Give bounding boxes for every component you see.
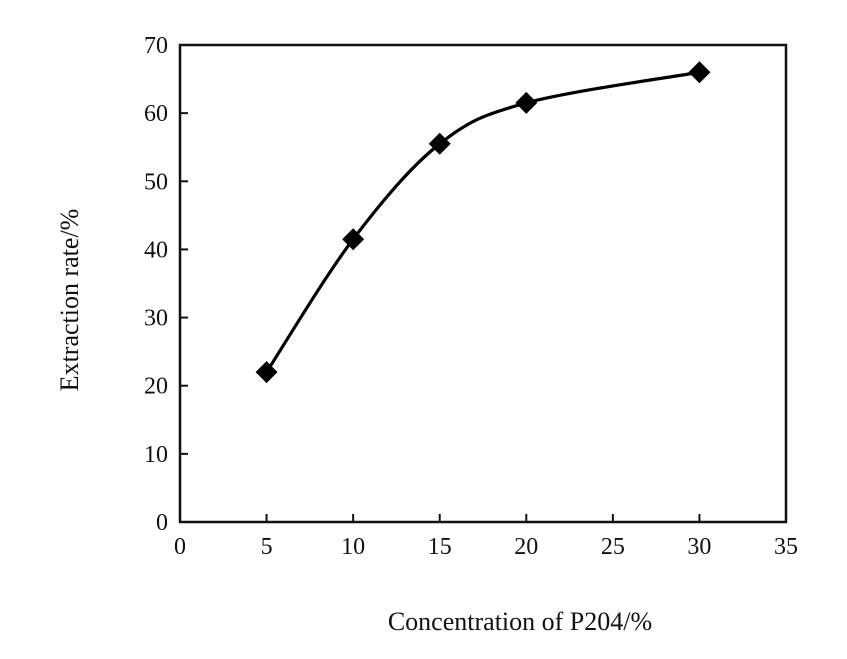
y-tick-label: 10 bbox=[144, 442, 168, 468]
x-tick-label: 0 bbox=[174, 534, 186, 560]
data-point-5 bbox=[255, 361, 278, 384]
y-tick-label: 70 bbox=[144, 33, 168, 59]
y-tick-label: 30 bbox=[144, 306, 168, 332]
series-line bbox=[264, 70, 702, 374]
x-ticks: 0 5 10 15 20 25 30 35 bbox=[174, 514, 798, 560]
x-axis-label: Concentration of P204/% bbox=[388, 607, 652, 636]
y-axis-label: Extraction rate/% bbox=[55, 209, 84, 392]
plot-frame bbox=[178, 43, 788, 524]
y-tick-label: 50 bbox=[144, 169, 168, 195]
data-point-15 bbox=[428, 132, 451, 155]
data-point-30 bbox=[688, 61, 711, 84]
x-tick-label: 35 bbox=[774, 534, 798, 560]
y-tick-label: 0 bbox=[156, 510, 168, 536]
x-tick-label: 20 bbox=[514, 534, 538, 560]
x-tick-label: 5 bbox=[261, 534, 273, 560]
x-tick-label: 15 bbox=[428, 534, 452, 560]
data-point-20 bbox=[515, 91, 538, 114]
y-tick-label: 20 bbox=[144, 374, 168, 400]
x-tick-label: 10 bbox=[341, 534, 365, 560]
data-markers bbox=[255, 61, 711, 384]
data-point-10 bbox=[342, 228, 365, 251]
y-ticks: 0 10 20 30 40 50 60 70 bbox=[144, 33, 188, 536]
y-tick-label: 40 bbox=[144, 237, 168, 263]
x-tick-label: 30 bbox=[687, 534, 711, 560]
y-tick-label: 60 bbox=[144, 101, 168, 127]
x-tick-label: 25 bbox=[601, 534, 625, 560]
